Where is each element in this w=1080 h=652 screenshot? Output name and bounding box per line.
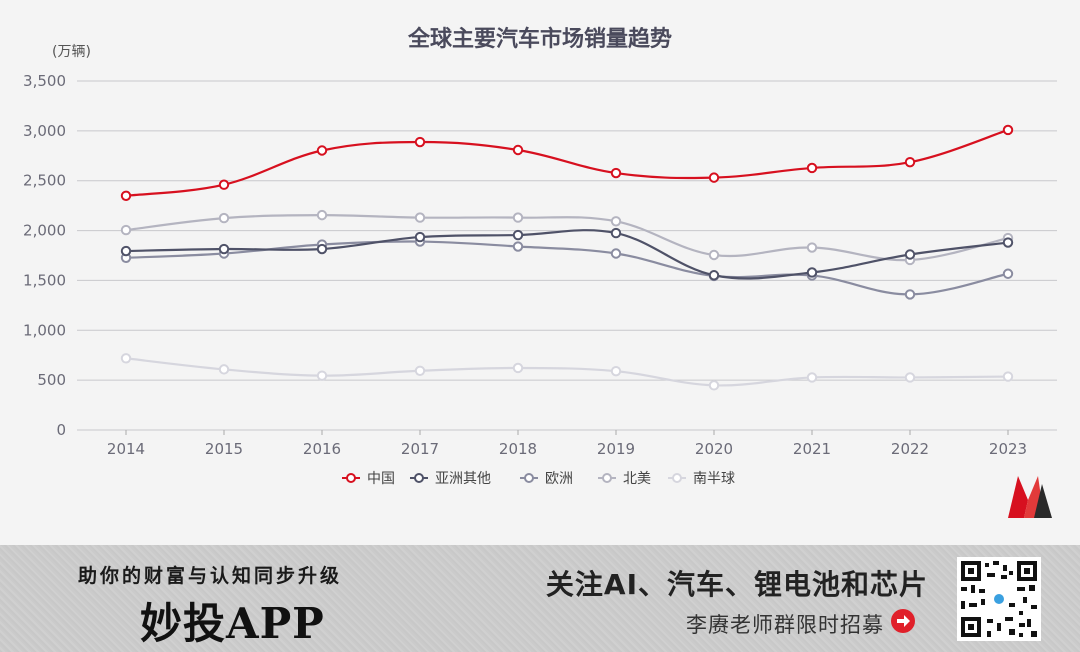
data-point[interactable]: [904, 249, 916, 260]
data-point[interactable]: [218, 243, 230, 255]
y-tick-label: 0: [56, 421, 66, 439]
legend-swatch-marker: [524, 473, 534, 483]
data-point[interactable]: [610, 216, 622, 227]
data-point[interactable]: [806, 162, 818, 174]
series-line: [125, 214, 1009, 262]
y-tick-label: 1,000: [23, 321, 66, 339]
promo-banner[interactable]: 助你的财富与认知同步升级 妙投APP 关注AI、汽车、锂电池和芯片 李赓老师群限…: [0, 545, 1080, 652]
series-line: [125, 240, 1009, 296]
data-point[interactable]: [512, 144, 524, 156]
data-point[interactable]: [610, 248, 622, 259]
y-tick-label: 3,500: [23, 72, 66, 90]
data-point[interactable]: [316, 145, 328, 156]
data-point[interactable]: [1002, 371, 1014, 382]
series-南半球: [120, 353, 1014, 391]
data-point[interactable]: [414, 212, 426, 223]
data-point[interactable]: [1002, 268, 1014, 279]
data-point[interactable]: [414, 365, 426, 376]
qr-code: [957, 557, 1041, 641]
legend-swatch-marker: [414, 473, 424, 483]
data-point[interactable]: [610, 227, 622, 239]
legend-item[interactable]: 亚洲其他: [410, 471, 491, 487]
x-tick-label: 2019: [597, 440, 635, 458]
series-欧洲: [120, 236, 1014, 300]
data-point[interactable]: [610, 365, 622, 377]
y-tick-label: 2,500: [23, 172, 66, 190]
legend-item[interactable]: 南半球: [668, 471, 735, 487]
y-tick-label: 2,000: [23, 222, 66, 240]
legend-item[interactable]: 中国: [342, 471, 395, 487]
data-point[interactable]: [316, 243, 328, 255]
y-tick-label: 1,500: [23, 271, 66, 289]
data-point[interactable]: [806, 267, 818, 278]
y-tick-label: 500: [37, 371, 66, 389]
chart-title: 全球主要汽车市场销量趋势: [407, 26, 672, 52]
data-point[interactable]: [806, 242, 818, 253]
x-tick-label: 2015: [205, 440, 243, 458]
legend-label: 北美: [623, 471, 651, 487]
series-北美: [120, 209, 1014, 266]
brand-m-logo: [1008, 476, 1052, 518]
banner-app-name: 妙投APP: [140, 599, 325, 648]
data-point[interactable]: [218, 212, 230, 224]
x-tick-label: 2018: [499, 440, 537, 458]
legend-item[interactable]: 北美: [598, 471, 651, 487]
data-point[interactable]: [708, 249, 720, 261]
data-point[interactable]: [1002, 124, 1014, 136]
legend-swatch-marker: [346, 473, 356, 483]
x-tick-label: 2021: [793, 440, 831, 458]
x-tick-label: 2023: [989, 440, 1027, 458]
data-point[interactable]: [708, 172, 720, 183]
data-point[interactable]: [512, 212, 524, 223]
x-tick-label: 2014: [107, 440, 145, 458]
series-line: [125, 357, 1009, 387]
data-point[interactable]: [414, 231, 426, 243]
data-point[interactable]: [316, 370, 328, 381]
arrow-right-circle-icon[interactable]: [890, 608, 916, 634]
legend-label: 南半球: [693, 471, 735, 487]
legend-swatch-marker: [672, 473, 682, 483]
y-tick-label: 3,000: [23, 122, 66, 140]
banner-follow-text: 关注AI、汽车、锂电池和芯片: [545, 568, 928, 601]
data-point[interactable]: [316, 209, 328, 221]
legend-swatch-marker: [602, 473, 612, 483]
x-tick-label: 2020: [695, 440, 733, 458]
legend-label: 亚洲其他: [435, 471, 491, 487]
data-point[interactable]: [708, 270, 720, 281]
series-line: [125, 229, 1009, 280]
data-point[interactable]: [904, 156, 916, 168]
data-point[interactable]: [218, 364, 230, 375]
legend-label: 中国: [367, 471, 395, 487]
data-point[interactable]: [120, 353, 132, 364]
banner-slogan: 助你的财富与认知同步升级: [78, 565, 343, 587]
data-point[interactable]: [120, 190, 132, 201]
data-point[interactable]: [904, 289, 916, 300]
data-point[interactable]: [120, 245, 132, 257]
data-point[interactable]: [1002, 237, 1014, 248]
data-point[interactable]: [120, 224, 132, 236]
data-point[interactable]: [414, 136, 426, 148]
series-line: [125, 128, 1009, 197]
line-chart: 全球主要汽车市场销量趋势 (万辆) 0 500 1,000 1,500 2,000 2,5…: [23, 26, 1057, 487]
series-亚洲其他: [120, 227, 1014, 281]
data-point[interactable]: [512, 229, 524, 241]
x-tick-label: 2017: [401, 440, 439, 458]
x-tick-label: 2016: [303, 440, 341, 458]
series-中国: [120, 124, 1014, 201]
chart-area: 全球主要汽车市场销量趋势 (万辆) 0 500 1,000 1,500 2,000 2,5…: [23, 26, 1057, 518]
data-point[interactable]: [512, 241, 524, 252]
banner-recruit-text: 李赓老师群限时招募: [686, 613, 884, 637]
legend-item[interactable]: 欧洲: [520, 471, 573, 487]
x-tick-label: 2022: [891, 440, 929, 458]
legend-label: 欧洲: [545, 471, 573, 487]
data-point[interactable]: [806, 372, 818, 383]
data-point[interactable]: [218, 179, 230, 190]
data-point[interactable]: [708, 380, 720, 391]
data-point[interactable]: [512, 362, 524, 374]
data-point[interactable]: [904, 372, 916, 383]
data-point[interactable]: [610, 167, 622, 179]
y-unit-label: (万辆): [52, 44, 91, 60]
